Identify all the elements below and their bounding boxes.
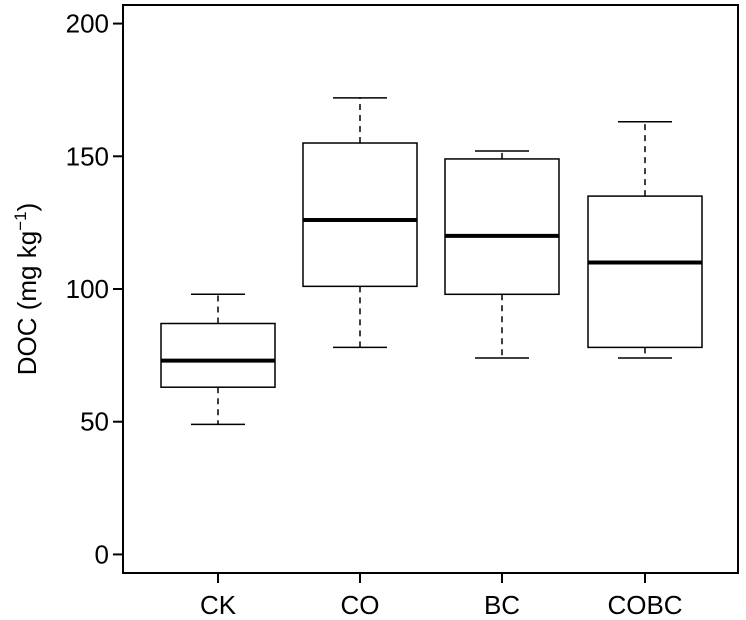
x-tick-label: CO (341, 590, 380, 620)
y-tick-label: 0 (95, 539, 109, 569)
x-axis: CK CO BC COBC (200, 573, 683, 620)
y-axis: 0 50 100 150 200 (66, 9, 123, 569)
box-iqr (444, 158, 560, 296)
box-iqr (160, 322, 276, 388)
y-tick-label: 50 (80, 407, 109, 437)
y-axis-label-sup: −1 (11, 211, 30, 230)
box-iqr (587, 195, 703, 349)
x-tick-label: BC (484, 590, 520, 620)
y-axis-label-main: DOC (mg kg (12, 231, 42, 375)
y-tick-label: 100 (66, 274, 109, 304)
y-axis-label: DOC (mg kg−1) (11, 203, 42, 376)
y-tick-label: 150 (66, 141, 109, 171)
y-tick-label: 200 (66, 9, 109, 39)
y-axis-label-close: ) (12, 203, 42, 212)
boxes-group (160, 97, 703, 426)
x-tick-label: CK (200, 590, 237, 620)
box-iqr (302, 142, 418, 288)
x-tick-label: COBC (607, 590, 682, 620)
